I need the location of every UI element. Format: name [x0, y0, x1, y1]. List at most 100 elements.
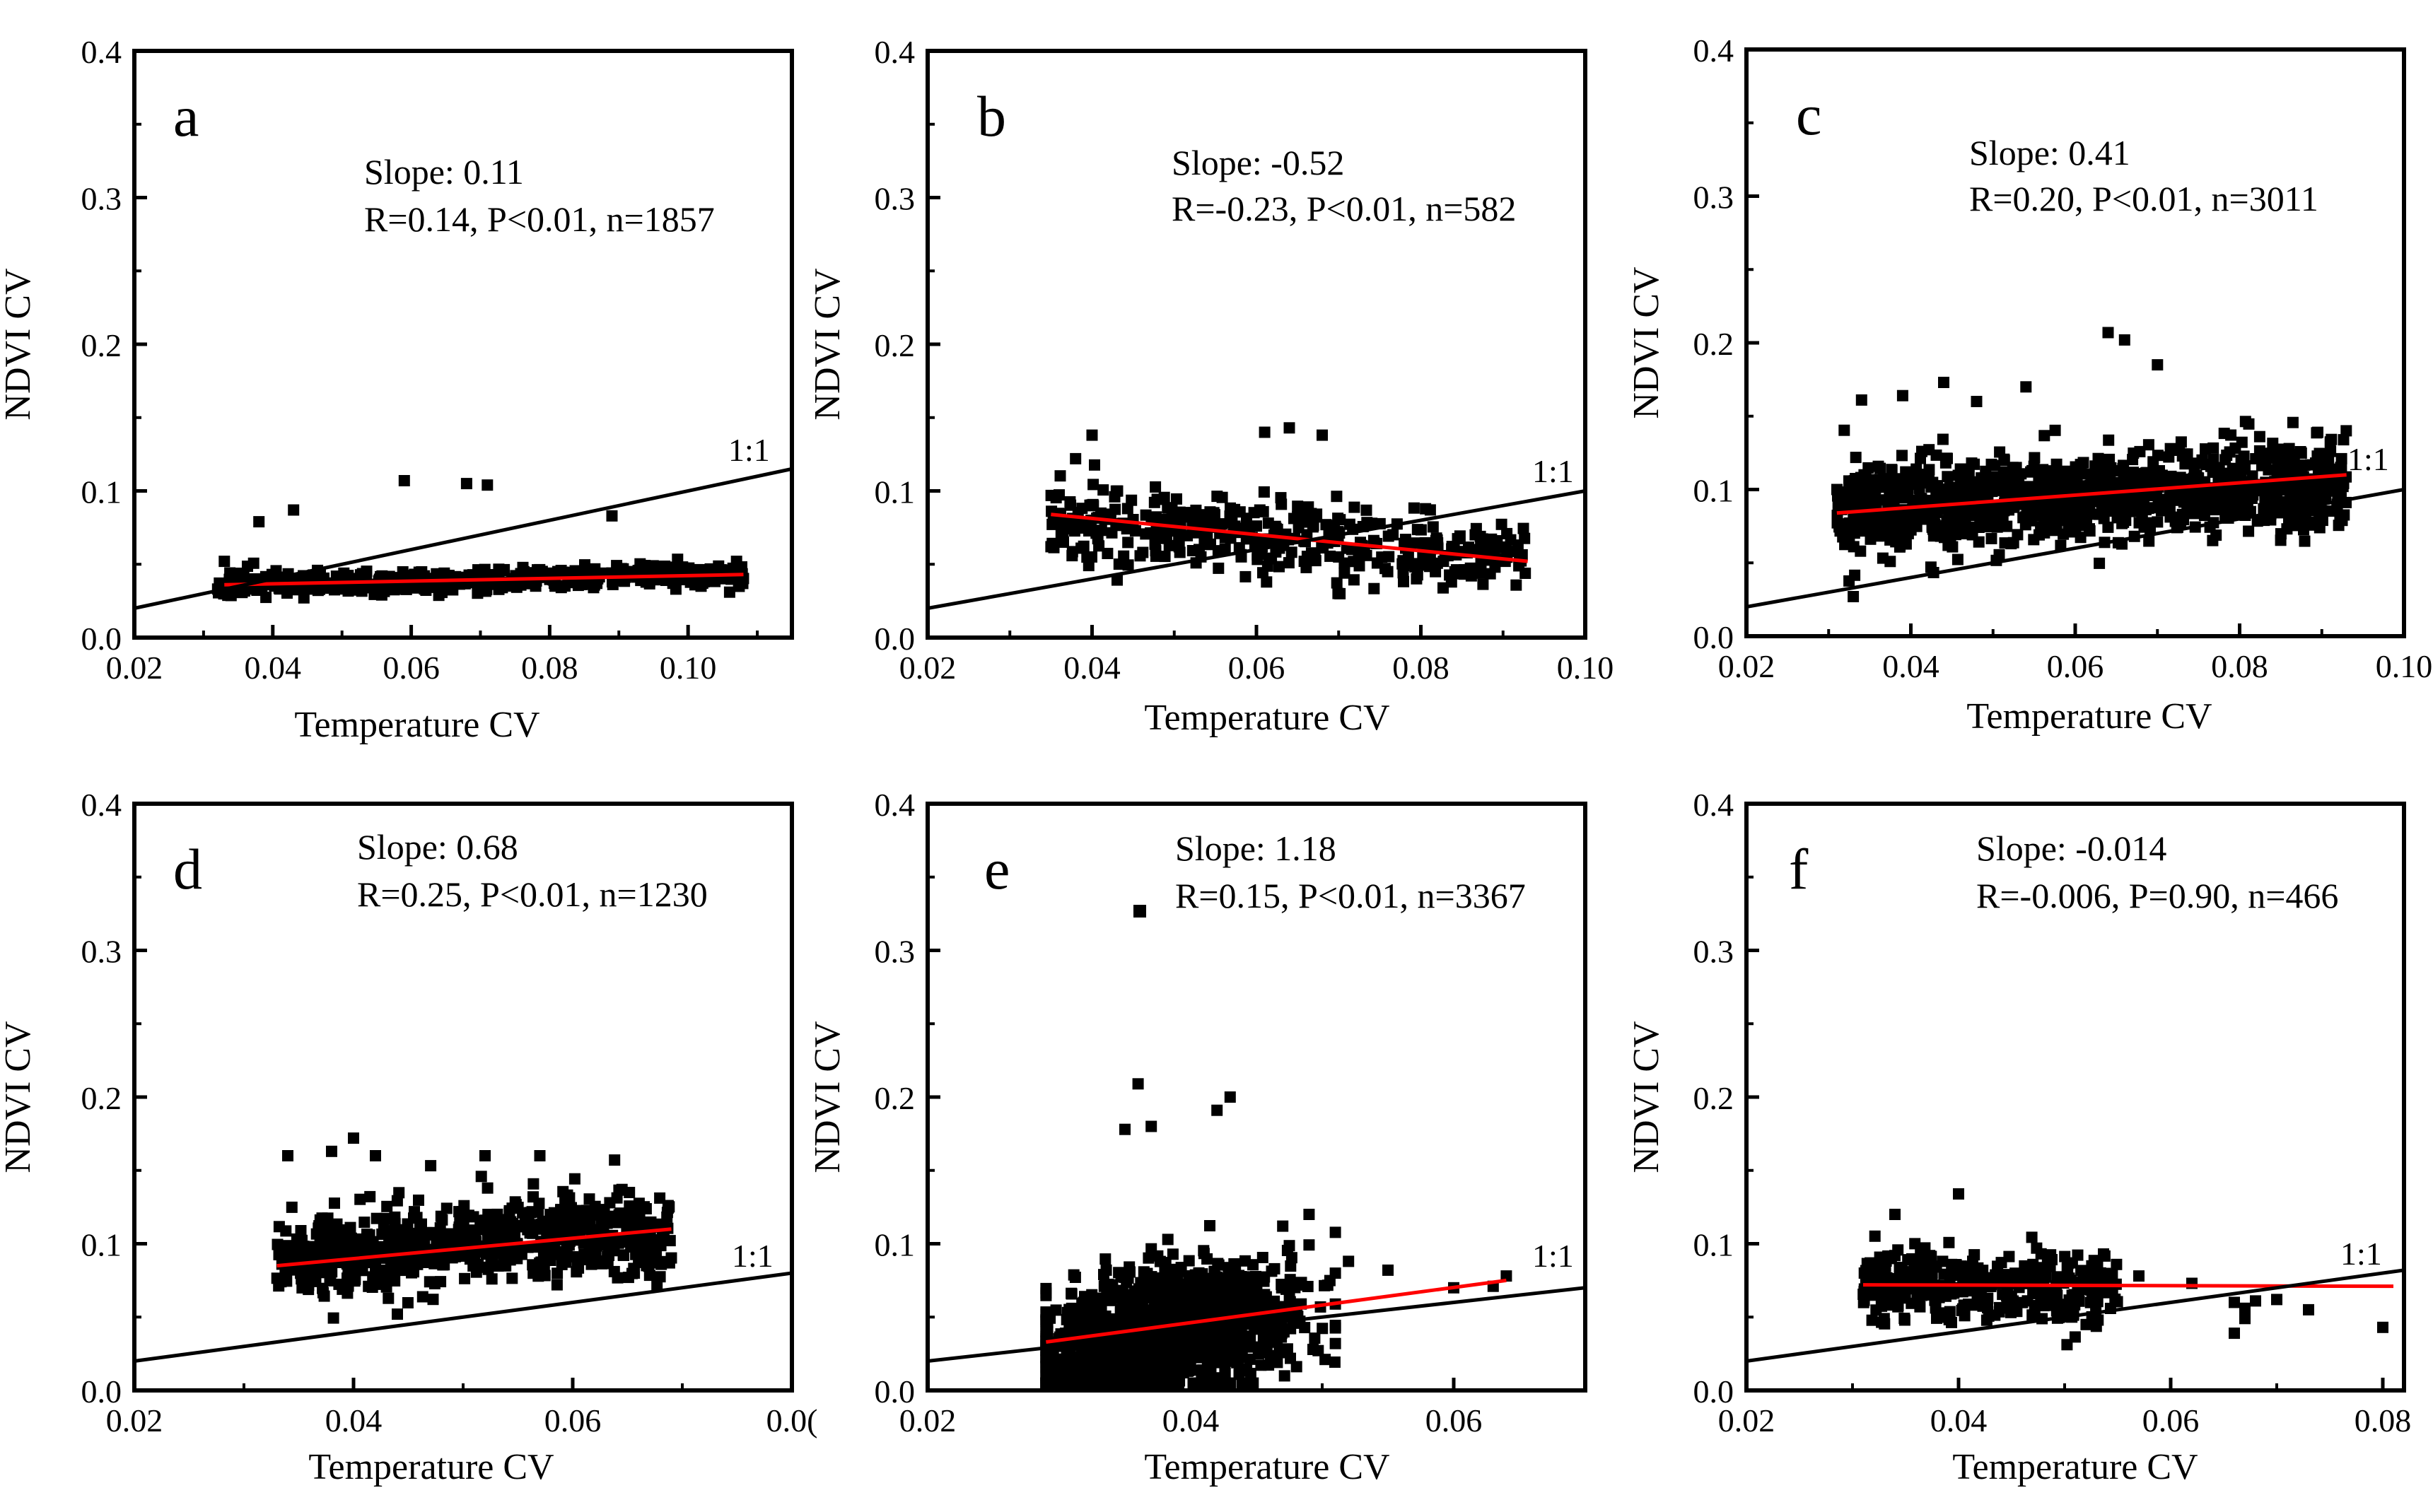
data-point [2061, 1262, 2073, 1274]
data-point [391, 1195, 403, 1207]
data-point [1918, 1260, 1930, 1272]
data-point [1051, 1372, 1063, 1384]
data-point [1943, 1236, 1955, 1248]
data-point [1956, 1304, 1968, 1316]
data-point [438, 1259, 450, 1271]
data-point [1066, 1311, 1078, 1323]
y-tick-label: 0.1 [1693, 473, 1734, 509]
data-point [1437, 582, 1449, 594]
data-point [1201, 1272, 1212, 1284]
data-point [282, 1150, 293, 1161]
data-point [1997, 1289, 2009, 1301]
panel-e-label: e [984, 837, 1010, 901]
data-point [2001, 520, 2013, 532]
data-point [612, 1272, 624, 1284]
data-point [2031, 1242, 2043, 1254]
data-point [2194, 500, 2206, 512]
panel-e-y-axis-label: NDVI CV [807, 1021, 848, 1173]
data-point [2243, 418, 2255, 430]
data-point [1228, 1258, 1240, 1270]
data-point [617, 1249, 629, 1261]
data-point [2109, 1294, 2121, 1305]
data-point [1219, 1367, 1231, 1379]
data-point [527, 1267, 539, 1279]
data-point [1171, 493, 1182, 505]
data-point [2229, 1296, 2240, 1308]
x-tick-label: 0.06 [383, 650, 440, 686]
panel-f-ref-label: 1:1 [2340, 1236, 2382, 1272]
data-point [1249, 539, 1261, 551]
data-point [348, 1265, 360, 1277]
x-tick-label: 0.04 [1930, 1402, 1988, 1438]
data-point [1158, 491, 1170, 503]
y-tick-label: 0.0 [875, 621, 916, 657]
panel-d-slope: Slope: 0.68 [357, 827, 518, 867]
data-point [1079, 1291, 1090, 1303]
data-point [1402, 551, 1414, 563]
data-point [1898, 1313, 1910, 1324]
panel-f-label: f [1789, 837, 1809, 901]
data-point [643, 1270, 655, 1282]
data-point [1971, 396, 1983, 407]
data-point [555, 582, 567, 594]
data-point [614, 1234, 626, 1246]
data-point [1956, 1269, 1967, 1281]
data-point [1470, 522, 1482, 534]
data-point [1229, 1355, 1241, 1367]
data-point [1106, 527, 1118, 539]
data-point [534, 1150, 546, 1161]
data-point [1263, 1359, 1275, 1371]
data-point [2076, 483, 2088, 495]
data-point [1477, 578, 1489, 590]
data-point [2164, 511, 2176, 523]
x-tick-label: 0.10 [660, 650, 717, 686]
data-point [1968, 482, 1980, 494]
data-point [1353, 551, 1365, 563]
data-point [2312, 426, 2323, 438]
data-point [1162, 1233, 1174, 1246]
data-point [1112, 574, 1123, 586]
y-tick-label: 0.2 [875, 1080, 916, 1116]
data-point [623, 1236, 635, 1248]
data-point [375, 570, 386, 582]
data-point [2246, 470, 2258, 482]
panel-d-ticks: 0.00.10.20.30.40.02 0.04 0.06 0.0( [81, 787, 818, 1438]
data-point [1420, 503, 1432, 515]
data-point [2320, 491, 2332, 503]
data-point [1049, 514, 1061, 526]
data-point [2164, 488, 2176, 500]
data-point [2298, 524, 2309, 536]
data-point [654, 1192, 666, 1204]
data-point [2133, 1270, 2145, 1282]
y-tick-label: 0.2 [81, 1080, 122, 1116]
data-point [1838, 424, 1850, 436]
panel-f-slope: Slope: -0.014 [1976, 828, 2166, 868]
data-point [1209, 1377, 1221, 1389]
data-point [286, 1201, 298, 1213]
data-point [1284, 1274, 1296, 1286]
data-point [1966, 457, 1978, 469]
data-point [587, 1240, 598, 1252]
data-point [1257, 1296, 1269, 1307]
data-point [1948, 1287, 1960, 1299]
data-point [552, 1248, 564, 1260]
data-point [1184, 1344, 1196, 1356]
data-point [1848, 591, 1860, 602]
data-point [1840, 533, 1852, 545]
x-tick-label: 0.08 [1392, 650, 1449, 686]
data-point [496, 582, 508, 594]
data-point [1045, 489, 1057, 501]
data-point [678, 562, 690, 574]
data-point [1079, 1352, 1091, 1364]
data-point [1858, 1267, 1870, 1279]
data-point [1118, 550, 1130, 562]
data-point [327, 1312, 339, 1324]
data-point [424, 1276, 436, 1288]
data-point [1235, 1271, 1247, 1282]
data-point [1277, 1220, 1289, 1232]
data-point [1148, 496, 1160, 508]
data-point [655, 561, 667, 573]
data-point [2243, 525, 2255, 537]
data-point [1156, 1272, 1168, 1284]
data-point [1104, 508, 1116, 520]
